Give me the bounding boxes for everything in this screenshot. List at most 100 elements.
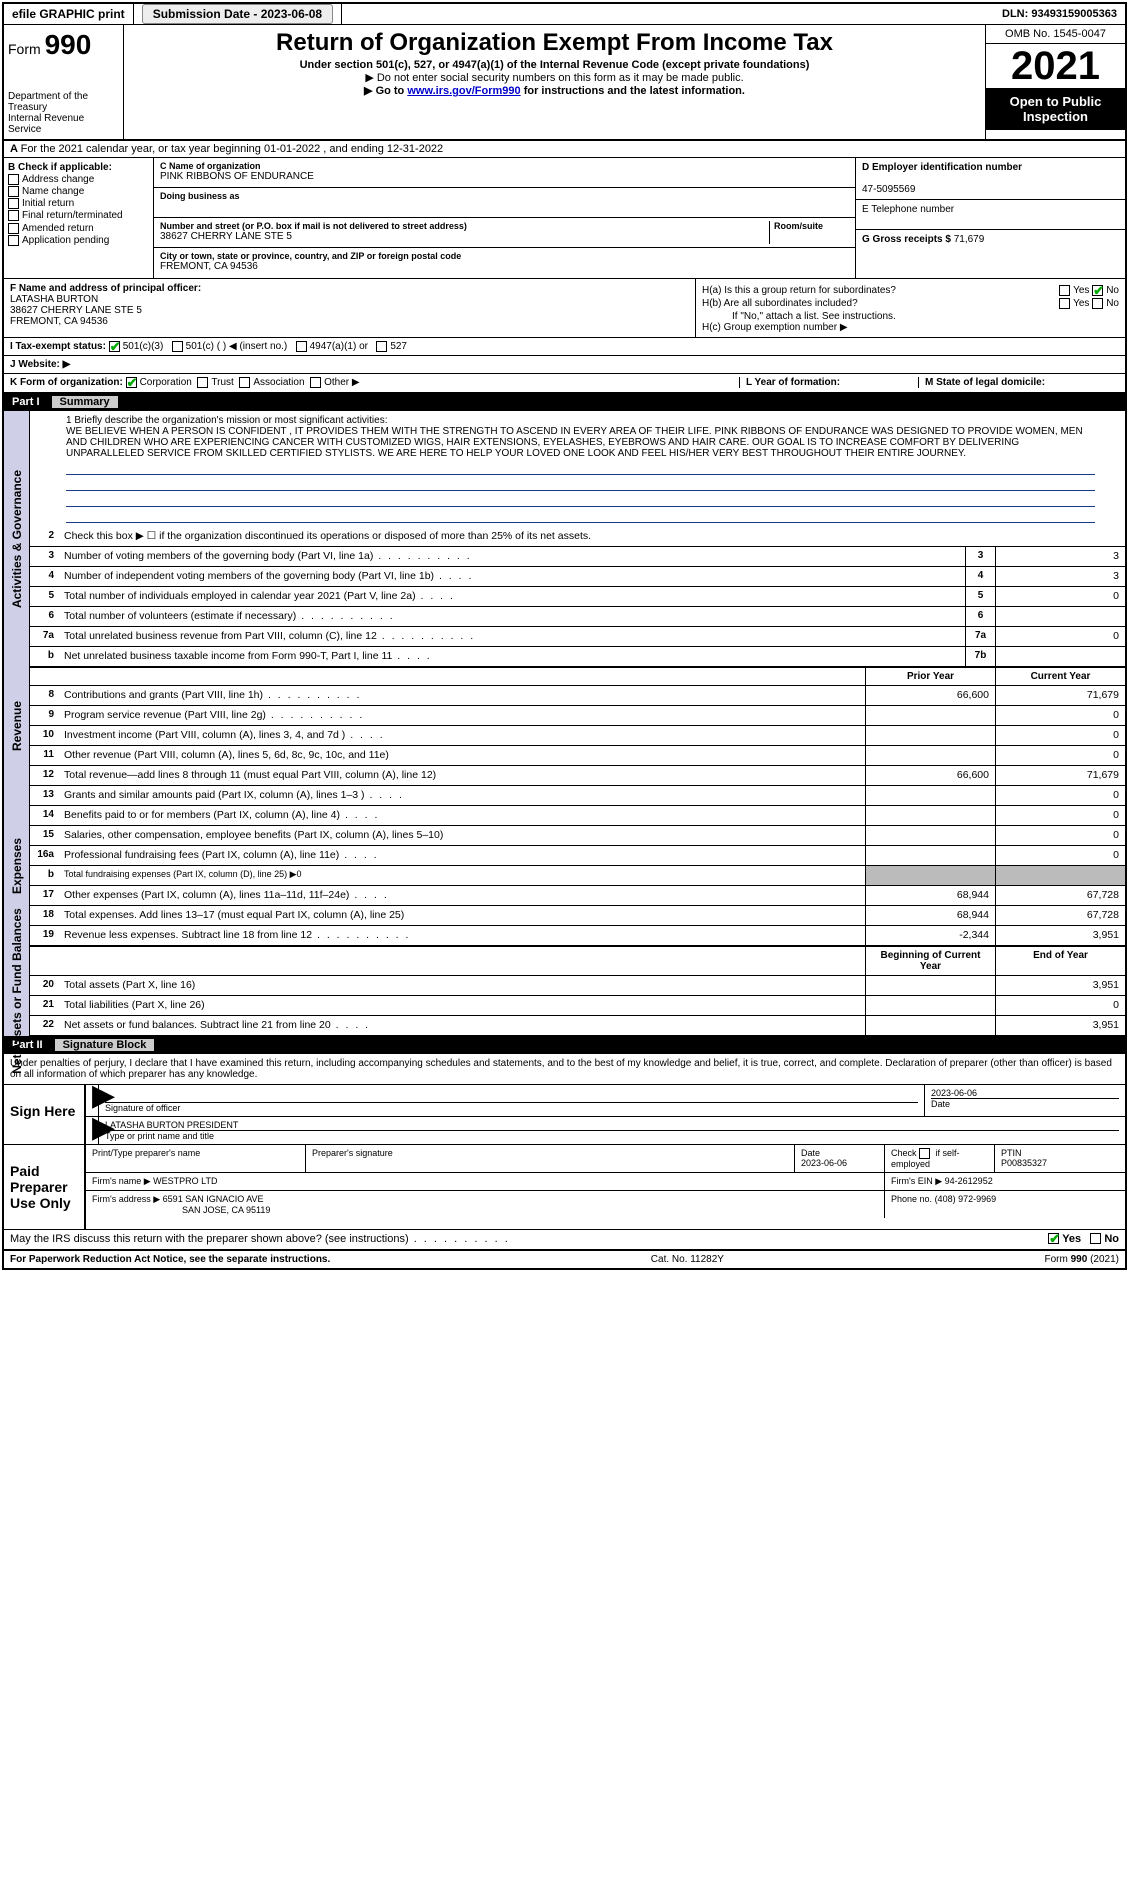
sign-here-label: Sign Here <box>4 1085 84 1144</box>
org-name-label: C Name of organization <box>160 161 849 171</box>
hb-label: H(b) Are all subordinates included? <box>702 298 858 309</box>
firm-phone: (408) 972-9969 <box>935 1194 997 1204</box>
chk-address[interactable]: Address change <box>8 174 149 185</box>
line-7a: 7a Total unrelated business revenue from… <box>30 627 1125 647</box>
mission-block: 1 Briefly describe the organization's mi… <box>30 411 1125 527</box>
line-5: 5 Total number of individuals employed i… <box>30 587 1125 607</box>
paid-preparer-label: Paid Preparer Use Only <box>4 1145 84 1229</box>
submission-date: Submission Date - 2023-06-08 <box>134 4 342 24</box>
phone-label: E Telephone number <box>862 204 1119 215</box>
gross-value: 71,679 <box>954 234 985 245</box>
footer-mid: Cat. No. 11282Y <box>651 1254 724 1265</box>
firm-name-label: Firm's name ▶ <box>92 1176 151 1186</box>
row-a-period: A For the 2021 calendar year, or tax yea… <box>4 141 1125 158</box>
side-net: Net Assets or Fund Balances <box>4 946 30 1036</box>
chk-pending[interactable]: Application pending <box>8 235 149 246</box>
firm-addr2: SAN JOSE, CA 95119 <box>92 1205 270 1215</box>
gross-label: G Gross receipts $ <box>862 234 951 245</box>
omb: OMB No. 1545-0047 <box>986 25 1125 44</box>
ein-label: D Employer identification number <box>862 162 1022 173</box>
line-9: 9 Program service revenue (Part VIII, li… <box>30 706 1125 726</box>
row-i: I Tax-exempt status: 501(c)(3) 501(c) ( … <box>4 338 1125 356</box>
form-page: efile GRAPHIC print Submission Date - 20… <box>2 2 1127 1270</box>
paid-preparer-block: Paid Preparer Use Only Print/Type prepar… <box>4 1145 1125 1230</box>
prep-date-hdr: Date <box>801 1148 878 1158</box>
firm-addr1: 6591 SAN IGNACIO AVE <box>163 1194 264 1204</box>
col-f: F Name and address of principal officer:… <box>4 279 695 337</box>
officer-name: LATASHA BURTON <box>10 294 98 305</box>
line-b: b Net unrelated business taxable income … <box>30 647 1125 667</box>
discuss-row: May the IRS discuss this return with the… <box>4 1230 1125 1250</box>
hc-label: H(c) Group exemption number ▶ <box>702 322 1119 333</box>
addr-label: Number and street (or P.O. box if mail i… <box>160 221 769 231</box>
form-title: Return of Organization Exempt From Incom… <box>132 29 977 57</box>
prep-date: 2023-06-06 <box>801 1158 878 1168</box>
tax-year: 2021 <box>986 44 1125 88</box>
row-j: J Website: ▶ <box>4 356 1125 374</box>
firm-ein: 94-2612952 <box>945 1176 993 1186</box>
mission-text: WE BELIEVE WHEN A PERSON IS CONFIDENT , … <box>66 426 1095 459</box>
header-left: Form 990 Department of the Treasury Inte… <box>4 25 124 139</box>
line-13: 13 Grants and similar amounts paid (Part… <box>30 786 1125 806</box>
line-18: 18 Total expenses. Add lines 13–17 (must… <box>30 906 1125 926</box>
gov-section: Activities & Governance 1 Briefly descri… <box>4 411 1125 667</box>
side-gov: Activities & Governance <box>4 411 30 667</box>
col-h: H(a) Is this a group return for subordin… <box>695 279 1125 337</box>
begin-year-hdr: Beginning of Current Year <box>865 947 995 975</box>
year-formation: L Year of formation: <box>746 377 840 388</box>
net-section: Net Assets or Fund Balances Beginning of… <box>4 946 1125 1036</box>
line-19: 19 Revenue less expenses. Subtract line … <box>30 926 1125 946</box>
sig-officer-label: Signature of officer <box>105 1102 918 1113</box>
form990-link[interactable]: www.irs.gov/Form990 <box>407 85 520 97</box>
side-rev: Revenue <box>4 667 30 786</box>
irs-label: Internal Revenue Service <box>8 113 119 135</box>
city-value: FREMONT, CA 94536 <box>160 261 849 272</box>
net-col-headers: Beginning of Current Year End of Year <box>30 946 1125 976</box>
hb-note: If "No," attach a list. See instructions… <box>702 311 1119 322</box>
col-c: C Name of organization PINK RIBBONS OF E… <box>154 158 855 278</box>
open-inspection: Open to Public Inspection <box>986 88 1125 130</box>
note-ssn: ▶ Do not enter social security numbers o… <box>132 71 977 84</box>
chk-final[interactable]: Final return/terminated <box>8 210 149 221</box>
sig-date: 2023-06-06 <box>931 1088 1119 1098</box>
line-12: 12 Total revenue—add lines 8 through 11 … <box>30 766 1125 786</box>
line-20: 20 Total assets (Part X, line 16) 3,951 <box>30 976 1125 996</box>
chk-amended[interactable]: Amended return <box>8 223 149 234</box>
header-right: OMB No. 1545-0047 2021 Open to Public In… <box>985 25 1125 139</box>
section-fh: F Name and address of principal officer:… <box>4 279 1125 338</box>
row-klm: K Form of organization: Corporation Trus… <box>4 374 1125 392</box>
firm-ein-label: Firm's EIN ▶ <box>891 1176 942 1186</box>
line-15: 15 Salaries, other compensation, employe… <box>30 826 1125 846</box>
line-16a: 16a Professional fundraising fees (Part … <box>30 846 1125 866</box>
end-year-hdr: End of Year <box>995 947 1125 975</box>
header-mid: Return of Organization Exempt From Incom… <box>124 25 985 139</box>
dln: DLN: 93493159005363 <box>994 5 1125 23</box>
chk-initial[interactable]: Initial return <box>8 198 149 209</box>
ein-value: 47-5095569 <box>862 184 915 195</box>
col-de: D Employer identification number 47-5095… <box>855 158 1125 278</box>
mission-label: 1 Briefly describe the organization's mi… <box>66 415 1095 426</box>
chk-name[interactable]: Name change <box>8 186 149 197</box>
officer-label: F Name and address of principal officer: <box>10 283 201 294</box>
form-header: Form 990 Department of the Treasury Inte… <box>4 25 1125 141</box>
part1-header: Part I Summary <box>4 393 1125 411</box>
rev-section: Revenue Prior Year Current Year 8 Contri… <box>4 667 1125 786</box>
line-3: 3 Number of voting members of the govern… <box>30 547 1125 567</box>
line-21: 21 Total liabilities (Part X, line 26) 0 <box>30 996 1125 1016</box>
officer-addr1: 38627 CHERRY LANE STE 5 <box>10 305 142 316</box>
page-footer: For Paperwork Reduction Act Notice, see … <box>4 1250 1125 1268</box>
section-bcde: B Check if applicable: Address change Na… <box>4 158 1125 279</box>
firm-name: WESTPRO LTD <box>153 1176 217 1186</box>
firm-phone-label: Phone no. <box>891 1194 932 1204</box>
state-domicile: M State of legal domicile: <box>925 377 1045 388</box>
sig-date-label: Date <box>931 1098 1119 1109</box>
prep-sig-hdr: Preparer's signature <box>306 1145 795 1172</box>
line-b: b Total fundraising expenses (Part IX, c… <box>30 866 1125 886</box>
dba-label: Doing business as <box>160 191 849 201</box>
dept-label: Department of the Treasury <box>8 91 119 113</box>
footer-left: For Paperwork Reduction Act Notice, see … <box>10 1254 330 1265</box>
prior-year-hdr: Prior Year <box>865 668 995 685</box>
sig-name: LATASHA BURTON PRESIDENT <box>105 1120 1119 1130</box>
col-b-title: B Check if applicable: <box>8 162 112 173</box>
sign-here-block: Sign Here ▶ Signature of officer 2023-06… <box>4 1085 1125 1145</box>
